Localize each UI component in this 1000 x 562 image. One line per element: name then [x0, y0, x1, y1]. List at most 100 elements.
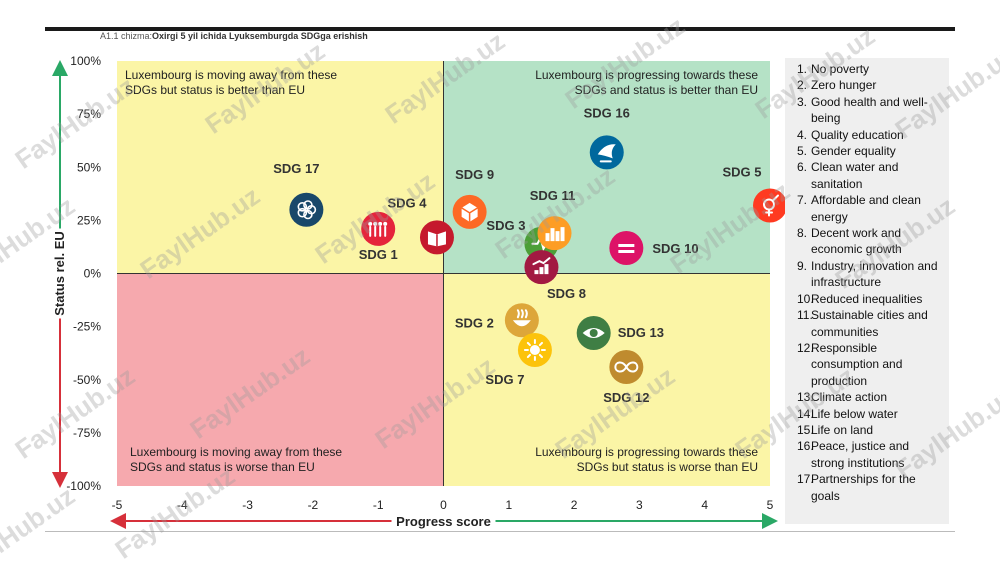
legend-item-text: Life below water	[811, 406, 898, 421]
point-label: SDG 13	[618, 325, 664, 340]
city-icon	[545, 227, 565, 242]
icon-part	[618, 244, 635, 247]
sdg-marker	[361, 211, 396, 246]
y-axis-label-bg	[52, 228, 68, 319]
x-tick-label: 0	[440, 498, 447, 512]
legend-item-number: 6.	[797, 160, 808, 175]
x-tick-label: -3	[242, 498, 253, 512]
flower-icon	[297, 200, 317, 220]
point-label: SDG 9	[455, 167, 494, 182]
icon-part	[560, 227, 565, 242]
legend-item: 15. Life on land	[785, 422, 949, 438]
legend-item: 5. Gender equality	[785, 143, 949, 159]
y-tick-label: -75%	[73, 426, 101, 440]
y-tick-label: 0%	[84, 267, 102, 281]
x-tick-label: 5	[767, 498, 774, 512]
legend-item: 11. Sustainable cities and communities	[785, 307, 949, 340]
point-label: SDG 4	[387, 195, 427, 210]
book-icon	[427, 231, 446, 247]
point-label: SDG 3	[486, 218, 525, 233]
icon-part	[532, 257, 551, 266]
legend-item: 12. Responsible consumption and productio…	[785, 340, 949, 389]
point-sdg-1: SDG 1	[359, 211, 398, 262]
icon-part	[526, 341, 531, 347]
legend-item-number: 12.	[797, 340, 814, 355]
legend-item-text: Climate action	[811, 390, 888, 405]
quadrant-label-bottom-left: Luxembourg is moving away from these SDGs…	[130, 445, 342, 474]
icon-part	[539, 267, 544, 275]
x-tick-label: 3	[636, 498, 643, 512]
legend-item-text: Gender equality	[811, 144, 896, 159]
icon-part	[526, 353, 531, 359]
y-tick-label: -25%	[73, 320, 101, 334]
x-tick-label: -4	[177, 498, 188, 512]
quadrant-bottom-right	[443, 273, 770, 486]
legend-item-text: Clean water and sanitation	[811, 160, 899, 191]
quadrant-label-line: SDGs and status is worse than EU	[130, 460, 315, 474]
legend-item-number: 16.	[797, 439, 814, 454]
legend-item-text: Life on land	[811, 422, 874, 437]
legend-item-text: No poverty	[811, 62, 870, 76]
legend-item-number: 3.	[797, 94, 808, 109]
icon-part	[538, 353, 543, 359]
caption-prefix: A1.1 chizma:	[100, 31, 153, 41]
caption-title: Oxirgi 5 yil ichida Lyuksemburgda SDGga …	[152, 31, 368, 41]
legend-item-number: 13.	[797, 390, 814, 405]
icon-part	[545, 233, 550, 242]
point-sdg-8: SDG 8	[524, 250, 586, 301]
legend-item-text: Affordable and clean energy	[811, 193, 921, 224]
legend-item-number: 2.	[797, 78, 808, 93]
legend-item: 17. Partnerships for the goals	[785, 471, 949, 504]
sdg-marker	[289, 192, 324, 227]
legend-item-number: 1.	[797, 62, 808, 76]
point-sdg-9: SDG 9	[452, 167, 494, 229]
legend-item: 6. Clean water and sanitation	[785, 159, 949, 192]
quadrant-label-top-right: Luxembourg is progressing towards these S…	[535, 68, 758, 97]
y-tick-label: -50%	[73, 373, 101, 387]
icon-part	[303, 200, 313, 210]
y-tick-label: 75%	[77, 107, 101, 121]
icon-part	[555, 231, 560, 242]
icon-part	[512, 320, 531, 327]
legend-item: 1. No poverty	[785, 61, 949, 77]
gender-icon	[763, 194, 779, 217]
infinity-icon	[614, 361, 639, 373]
quadrant-label-line: Luxembourg is progressing towards these	[535, 445, 758, 459]
icon-part	[772, 194, 779, 202]
point-sdg-4: SDG 4	[387, 195, 454, 255]
figure-caption: A1.1 chizma:Oxirgi 5 yil ichida Lyuksemb…	[100, 31, 368, 41]
legend-item-text: Zero hunger	[811, 78, 877, 93]
icon-part	[368, 221, 373, 226]
point-label: SDG 5	[722, 165, 761, 180]
x-tick-label: 4	[701, 498, 708, 512]
x-tick-label: 2	[571, 498, 578, 512]
point-label: SDG 1	[359, 247, 398, 262]
y-tick-label: 50%	[77, 160, 101, 174]
x-axis-label: Progress score	[396, 514, 491, 529]
point-label: SDG 16	[584, 105, 630, 120]
point-sdg-5: SDG 5	[722, 165, 785, 223]
legend-item: 7. Affordable and clean energy	[785, 192, 949, 225]
x-tick-label: -1	[373, 498, 384, 512]
legend-item: 9. Industry, innovation and infrastructur…	[785, 258, 949, 291]
legend-item-number: 11.	[797, 308, 813, 323]
legend-item-number: 15.	[797, 422, 814, 437]
quadrant-label-line: Luxembourg is progressing towards these	[535, 68, 758, 82]
quadrant-bottom-left	[117, 273, 444, 486]
icon-part	[383, 221, 388, 226]
icon-part	[550, 228, 555, 242]
point-label: SDG 17	[273, 161, 319, 176]
y-tick-label: 100%	[70, 54, 101, 68]
eye-globe-icon	[582, 328, 605, 338]
sdg-quadrant-chart: Luxembourg is moving away from these SDGs…	[52, 54, 785, 529]
dove-icon	[597, 144, 616, 163]
icon-part	[303, 209, 313, 220]
cube-icon	[461, 202, 479, 222]
point-label: SDG 12	[603, 390, 649, 405]
x-tick-label: 1	[505, 498, 512, 512]
point-sdg-7: SDG 7	[485, 333, 552, 387]
bowl-icon	[512, 309, 531, 327]
legend-item-text: Reduced inequalities	[811, 291, 923, 306]
x-axis-label-bg	[391, 514, 496, 529]
point-label: SDG 11	[530, 188, 576, 203]
